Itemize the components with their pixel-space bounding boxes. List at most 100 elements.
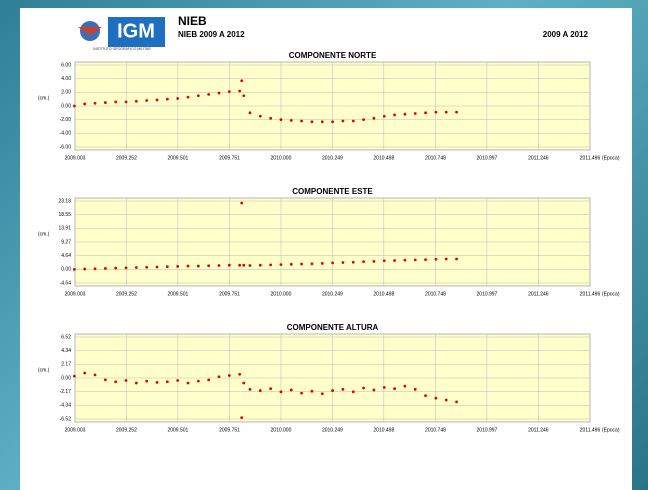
x-tick-label: 2010.249	[322, 291, 343, 297]
data-point	[289, 118, 293, 122]
data-point	[227, 90, 231, 94]
data-point	[145, 265, 149, 269]
y-tick-label: 0.00	[61, 103, 71, 109]
x-axis-label: (Epoca)	[602, 427, 620, 433]
data-point	[207, 264, 211, 268]
data-point	[258, 114, 262, 118]
data-point	[424, 258, 427, 261]
x-tick-label: 2010.748	[425, 155, 446, 161]
data-point	[155, 265, 159, 269]
x-tick-label: 2009.501	[167, 155, 188, 161]
data-point	[196, 94, 200, 98]
x-tick-label: 2010.249	[322, 427, 343, 433]
data-point	[403, 258, 407, 262]
data-point	[165, 97, 169, 101]
y-axis-label: (cm.)	[38, 367, 50, 373]
y-tick-label: 4.64	[61, 253, 71, 259]
data-point	[114, 380, 118, 384]
data-point	[72, 104, 76, 108]
data-point	[248, 264, 252, 267]
y-tick-label: 9.27	[61, 239, 71, 245]
data-point	[165, 380, 169, 384]
data-point	[258, 389, 262, 392]
chart-title: COMPONENTE ALTURA	[287, 323, 379, 332]
data-point	[279, 263, 283, 267]
data-point	[455, 400, 458, 404]
y-tick-label: -6.00	[60, 144, 72, 150]
data-point	[444, 110, 448, 114]
data-point	[300, 262, 304, 266]
logo-text: IGM	[117, 20, 155, 42]
data-point	[176, 379, 180, 382]
data-point	[403, 384, 407, 388]
x-tick-label: 2009.501	[167, 427, 188, 433]
data-point	[207, 378, 211, 382]
y-tick-label: 4.34	[61, 348, 71, 354]
x-tick-label: 2010.000	[271, 155, 292, 161]
data-point	[240, 416, 244, 420]
data-point	[351, 390, 355, 394]
y-tick-label: 13.91	[58, 226, 71, 232]
data-point	[434, 110, 438, 114]
x-tick-label: 2011.496	[580, 155, 601, 161]
x-tick-label: 2009.003	[65, 291, 86, 297]
data-point	[403, 112, 407, 116]
data-point	[331, 261, 335, 265]
data-point	[93, 267, 97, 271]
x-tick-label: 2009.252	[116, 155, 137, 161]
x-tick-label: 2011.246	[528, 427, 549, 433]
data-point	[279, 390, 283, 394]
data-point	[196, 264, 200, 268]
data-point	[227, 263, 231, 267]
logo-caption: INSTITUTO GEOGRAFICO MILITAR	[93, 47, 151, 51]
x-tick-label: 2011.496	[580, 291, 601, 297]
x-tick-label: 2009.501	[167, 291, 188, 297]
data-point	[382, 259, 386, 263]
x-tick-label: 2010.000	[271, 291, 292, 297]
data-point	[103, 101, 107, 104]
data-point	[238, 372, 242, 376]
data-point	[155, 98, 159, 102]
x-tick-label: 2010.748	[425, 427, 446, 433]
data-point	[382, 114, 386, 118]
data-point	[331, 389, 335, 392]
data-point	[83, 102, 87, 106]
data-point	[320, 392, 324, 396]
data-point	[83, 371, 87, 375]
data-point	[269, 263, 273, 267]
data-point	[258, 263, 262, 267]
data-point	[248, 387, 252, 391]
x-tick-label: 2009.003	[65, 155, 86, 161]
x-tick-label: 2010.997	[476, 291, 497, 297]
x-tick-label: 2010.498	[373, 155, 394, 161]
y-tick-label: 6.00	[61, 62, 71, 68]
data-point	[310, 120, 314, 124]
data-point	[434, 257, 438, 261]
y-tick-label: 0.00	[61, 267, 71, 273]
data-point	[134, 99, 138, 103]
x-axis-label: (Epoca)	[602, 291, 620, 297]
y-tick-label: -4.64	[60, 280, 72, 286]
data-point	[134, 381, 138, 385]
data-point	[93, 101, 97, 105]
period: 2009 A 2012	[543, 30, 589, 39]
data-point	[165, 265, 169, 269]
data-point	[362, 260, 365, 264]
data-point	[331, 120, 335, 124]
x-tick-label: 2010.997	[476, 427, 497, 433]
x-tick-label: 2010.249	[322, 155, 343, 161]
y-tick-label: 2.17	[61, 362, 71, 368]
x-tick-label: 2011.246	[528, 291, 549, 297]
data-point	[72, 374, 76, 378]
y-tick-label: -6.52	[60, 416, 72, 422]
data-point	[217, 264, 221, 267]
data-point	[248, 111, 252, 115]
logo-box	[108, 17, 165, 47]
data-point	[134, 266, 138, 269]
data-point	[240, 79, 244, 83]
y-tick-label: 2.00	[61, 90, 71, 96]
data-point	[145, 99, 149, 102]
data-point	[186, 95, 190, 99]
x-tick-label: 2009.751	[219, 291, 240, 297]
